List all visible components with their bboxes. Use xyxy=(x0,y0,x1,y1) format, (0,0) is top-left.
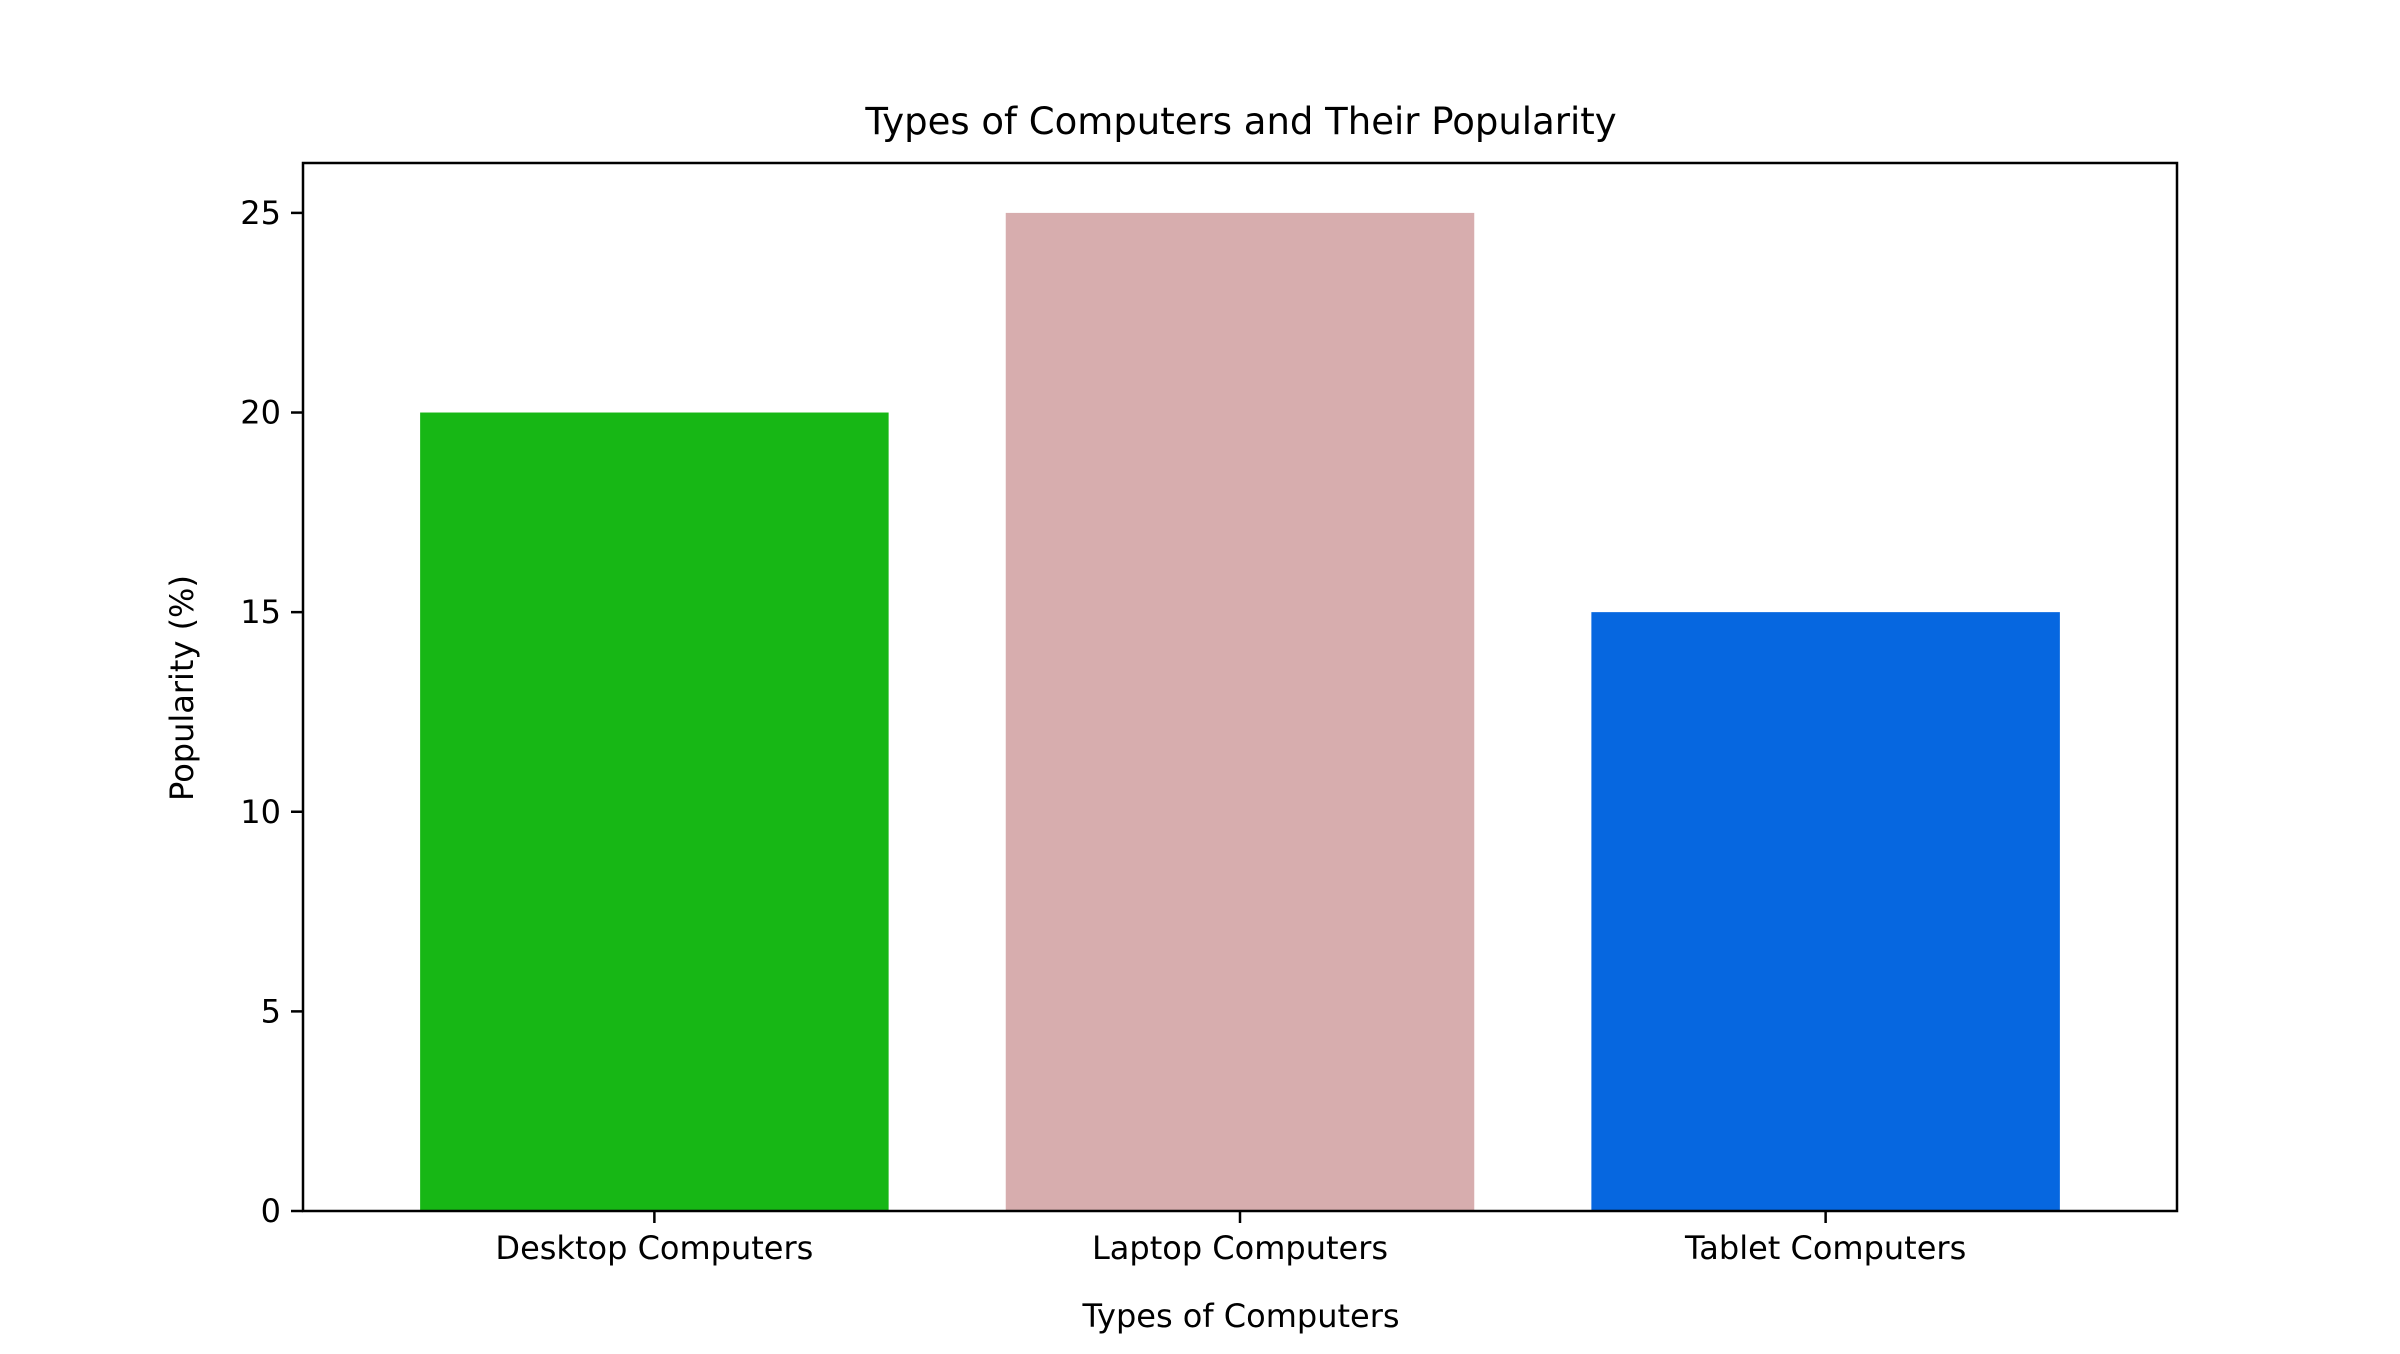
x-tick-label: Laptop Computers xyxy=(1092,1229,1388,1267)
plot-frame xyxy=(301,161,2179,1213)
x-tick-label: Desktop Computers xyxy=(495,1229,813,1267)
x-tick-label: Tablet Computers xyxy=(1684,1229,1966,1267)
y-tick-label: 10 xyxy=(240,793,281,831)
bar-laptop-computers xyxy=(1005,212,1475,1211)
y-tick-label: 25 xyxy=(240,194,281,232)
x-axis-label: Types of Computers xyxy=(1081,1297,1399,1335)
chart-title: Types of Computers and Their Popularity xyxy=(864,100,1616,143)
bars-group xyxy=(420,212,2060,1211)
y-tick-label: 5 xyxy=(261,992,281,1030)
y-tick-label: 0 xyxy=(261,1192,281,1230)
y-tick-label: 20 xyxy=(240,394,281,432)
x-axis-ticks: Desktop Computers Laptop Computers Tablet … xyxy=(495,1211,1966,1267)
y-axis-label: Popularity (%) xyxy=(163,575,201,801)
bar-tablet-computers xyxy=(1591,612,2060,1211)
bar-desktop-computers xyxy=(420,412,889,1211)
y-axis-ticks: 0 5 10 15 20 25 xyxy=(240,194,303,1230)
y-tick-label: 15 xyxy=(240,593,281,631)
